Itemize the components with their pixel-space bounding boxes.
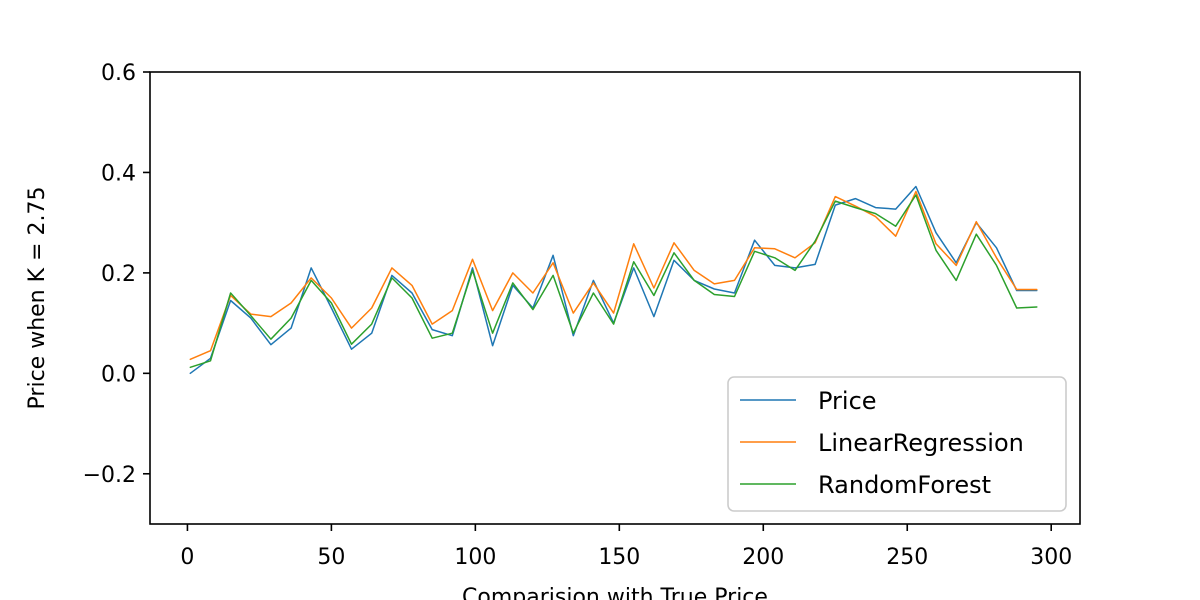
legend-box: [727, 376, 1067, 512]
x-tick-label: 0: [180, 545, 194, 570]
x-tick-label: 200: [742, 545, 784, 570]
x-tick-label: 250: [886, 545, 928, 570]
x-tick-label: 100: [454, 545, 496, 570]
x-tick-label: 150: [598, 545, 640, 570]
legend-label: Price: [818, 387, 877, 415]
x-tick-label: 300: [1030, 545, 1072, 570]
x-tick-label: 50: [317, 545, 345, 570]
x-axis: 0 50 100 150 200 250 300: [180, 524, 1072, 570]
series-line-randomforest: [189, 194, 1038, 369]
legend: Price LinearRegression RandomForest: [727, 376, 1067, 512]
y-tick-label: 0.4: [101, 161, 136, 186]
series-layer: [189, 185, 1038, 375]
plot-frame: [149, 71, 1081, 525]
legend-label: LinearRegression: [818, 429, 1024, 457]
y-tick-label: −0.2: [83, 463, 136, 488]
y-tick-label: 0.0: [101, 362, 136, 387]
x-axis-label: Comparision with True Price: [462, 585, 768, 600]
legend-label: RandomForest: [818, 471, 991, 499]
y-tick-label: 0.2: [101, 262, 136, 287]
y-tick-label: 0.6: [101, 61, 136, 86]
series-line-linearregression: [189, 190, 1038, 361]
y-axis-label: Price when K = 2.75: [25, 187, 50, 410]
y-axis: −0.2 0.0 0.2 0.4 0.6: [83, 61, 150, 488]
